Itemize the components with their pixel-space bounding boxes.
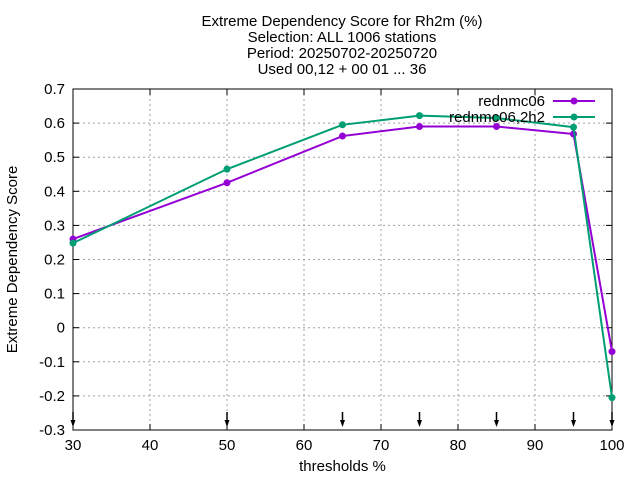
x-tick-label: 80 — [450, 437, 467, 454]
y-tick-label: 0.5 — [44, 149, 65, 166]
y-axis: -0.3 -0.2 -0.1 0 0.1 0.2 0.3 0.4 0.5 0.6 0.7 — [39, 81, 612, 439]
title-line: Extreme Dependency Score for Rh2m (%) — [202, 13, 483, 30]
threshold-arrow-head — [571, 420, 576, 427]
y-tick-label: 0 — [57, 320, 65, 337]
series-point-1 — [223, 165, 231, 173]
title-line: Selection: ALL 1006 stations — [248, 29, 437, 46]
threshold-arrow-head — [494, 420, 499, 427]
series-point-1 — [339, 121, 346, 129]
chart-title: Extreme Dependency Score for Rh2m (%)Sel… — [202, 13, 483, 78]
legend-marker — [570, 97, 578, 105]
legend-label: rednmc06 — [478, 93, 545, 110]
x-tick-label: 30 — [65, 437, 82, 454]
threshold-arrow-head — [70, 420, 76, 427]
x-tick-label: 100 — [599, 437, 624, 454]
series-line-1 — [72, 114, 613, 398]
y-tick-label: 0.7 — [44, 81, 65, 98]
series-point-1 — [69, 239, 77, 247]
y-tick-label: -0.2 — [39, 388, 65, 405]
series-point-0 — [223, 179, 231, 187]
series — [69, 112, 616, 402]
series-point-0 — [416, 123, 423, 131]
series-point-0 — [493, 123, 500, 131]
x-axis: 30 40 50 60 70 80 90 100 — [65, 89, 625, 454]
threshold-arrow-head — [340, 420, 345, 427]
x-tick-label: 50 — [219, 437, 236, 454]
title-line: Used 00,12 + 00 01 ... 36 — [258, 61, 427, 78]
x-tick-label: 40 — [142, 437, 159, 454]
y-tick-label: -0.1 — [39, 354, 65, 371]
threshold-arrow-head — [224, 420, 230, 427]
series-point-1 — [416, 112, 423, 120]
series-point-0 — [339, 132, 346, 140]
y-tick-label: -0.3 — [39, 422, 65, 439]
series-point-1 — [493, 114, 500, 122]
threshold-markers — [70, 412, 615, 427]
y-tick-label: 0.1 — [44, 286, 65, 303]
y-tick-label: 0.6 — [44, 115, 65, 132]
series-line-0 — [72, 125, 613, 352]
legend-marker — [570, 113, 578, 121]
legend-label: rednmc06,2h2 — [449, 109, 545, 126]
x-tick-label: 60 — [296, 437, 313, 454]
grid — [73, 89, 612, 430]
x-tick-label: 70 — [373, 437, 390, 454]
x-tick-label: 90 — [527, 437, 544, 454]
title-line: Period: 20250702-20250720 — [247, 45, 437, 62]
series-point-1 — [608, 394, 616, 402]
y-tick-label: 0.3 — [44, 217, 65, 234]
y-tick-label: 0.2 — [44, 252, 65, 269]
y-axis-label: Extreme Dependency Score — [4, 166, 21, 354]
series-point-1 — [570, 123, 577, 131]
x-axis-label: thresholds % — [299, 458, 386, 475]
threshold-arrow-head — [417, 420, 422, 427]
series-point-0 — [608, 348, 616, 356]
threshold-arrow-head — [609, 420, 615, 427]
y-tick-label: 0.4 — [44, 183, 65, 200]
